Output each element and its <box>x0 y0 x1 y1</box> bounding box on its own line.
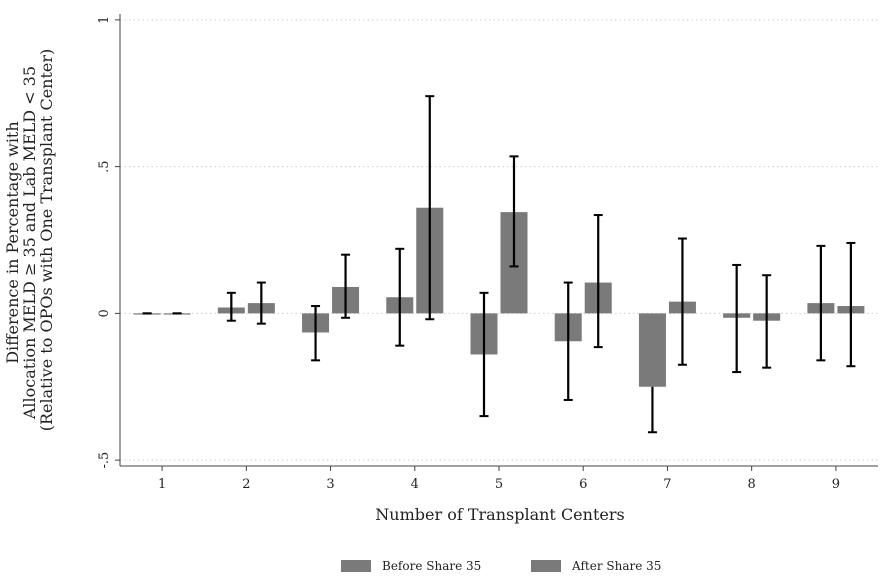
legend-swatch-after <box>531 560 561 572</box>
y-axis-title-line-3: (Relative to OPOs with One Transplant Ce… <box>37 49 56 432</box>
tick-labels: 1 .5 0 -.5 1 2 3 4 5 6 7 8 9 <box>97 16 840 492</box>
bar-before-7 <box>638 313 666 387</box>
axes <box>115 14 878 471</box>
y-axis-title-line-2: Allocation MELD ≥ 35 and Lab MELD < 35 <box>20 66 39 420</box>
x-tick-label-3: 3 <box>326 477 334 492</box>
x-tick-label-4: 4 <box>411 477 419 492</box>
y-tick-label-1: .5 <box>97 160 112 172</box>
y-axis-title: Difference in Percentage with Allocation… <box>3 49 56 432</box>
legend-label-before: Before Share 35 <box>382 559 481 573</box>
x-tick-label-1: 1 <box>158 477 166 492</box>
legend-label-after: After Share 35 <box>571 559 661 573</box>
x-tick-label-8: 8 <box>748 477 756 492</box>
bars <box>133 207 865 387</box>
error-bars <box>142 95 856 434</box>
x-tick-label-7: 7 <box>663 477 671 492</box>
legend: Before Share 35 After Share 35 <box>341 559 661 573</box>
x-tick-label-6: 6 <box>579 477 587 492</box>
y-tick-label-0: 1 <box>97 16 112 24</box>
legend-swatch-before <box>341 560 371 572</box>
x-tick-label-2: 2 <box>242 477 250 492</box>
y-axis-title-line-1: Difference in Percentage with <box>3 121 22 363</box>
y-tick-label-2: 0 <box>97 309 112 317</box>
y-tick-label-3: -.5 <box>97 452 112 469</box>
x-axis-title: Number of Transplant Centers <box>375 505 624 524</box>
x-tick-label-9: 9 <box>832 477 840 492</box>
x-tick-label-5: 5 <box>495 477 503 492</box>
gridlines <box>120 19 878 461</box>
